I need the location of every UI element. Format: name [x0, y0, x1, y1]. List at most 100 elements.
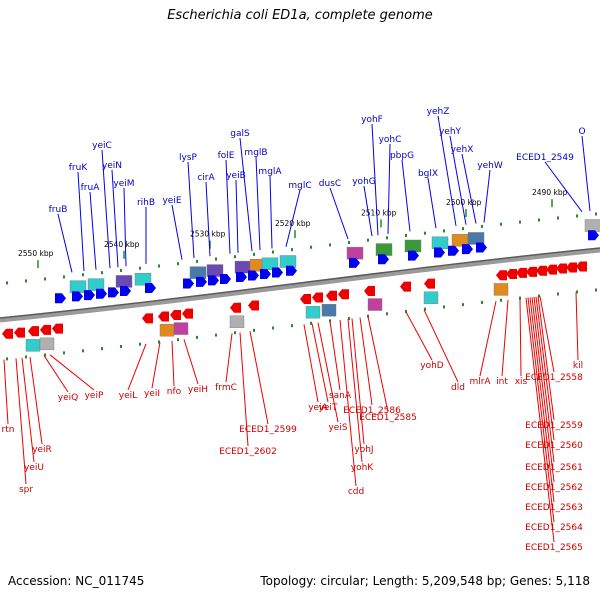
reverse-gene-label[interactable]: yohJ [354, 445, 373, 455]
reverse-feature-box[interactable] [39, 337, 55, 351]
forward-gene-arrow[interactable] [84, 290, 95, 301]
forward-gene-label[interactable]: yehY [439, 127, 462, 137]
forward-gene-arrow[interactable] [108, 287, 119, 298]
reverse-feature-box[interactable] [173, 322, 189, 335]
reverse-gene-label[interactable]: xis [515, 377, 528, 387]
forward-gene-label[interactable]: yeiC [92, 141, 112, 151]
reverse-gene-label[interactable]: yeiH [188, 385, 208, 395]
forward-gene-label[interactable]: dusC [319, 179, 341, 189]
forward-gene-label[interactable]: mglB [244, 148, 267, 158]
reverse-gene-label[interactable]: ECED1_2586 [343, 406, 401, 416]
forward-gene-arrow[interactable] [378, 254, 389, 265]
forward-gene-label[interactable]: yeiM [113, 179, 134, 189]
reverse-gene-arrow[interactable] [496, 270, 507, 281]
forward-gene-label[interactable]: yeiE [162, 196, 181, 206]
reverse-gene-arrow[interactable] [364, 286, 375, 297]
reverse-gene-label[interactable]: ECED1_2565 [525, 543, 583, 553]
reverse-gene-label[interactable]: ECED1_2558 [525, 373, 583, 383]
reverse-gene-label[interactable]: yeiP [85, 391, 104, 401]
reverse-gene-arrow[interactable] [326, 290, 337, 301]
forward-gene-arrow[interactable] [448, 245, 459, 256]
reverse-feature-box[interactable] [423, 291, 439, 304]
forward-feature-box[interactable] [431, 236, 449, 249]
reverse-gene-arrow[interactable] [400, 281, 411, 292]
reverse-gene-arrow[interactable] [536, 265, 547, 276]
reverse-gene-label[interactable]: ECED1_2560 [525, 441, 583, 451]
reverse-gene-label[interactable]: int [496, 377, 508, 387]
reverse-gene-arrow[interactable] [2, 328, 13, 339]
reverse-gene-label[interactable]: ECED1_2564 [525, 523, 583, 533]
reverse-gene-label[interactable]: dld [451, 383, 465, 393]
reverse-gene-arrow[interactable] [142, 313, 153, 324]
forward-feature-box[interactable] [584, 219, 600, 232]
forward-gene-label[interactable]: yehW [477, 161, 503, 171]
reverse-gene-label[interactable]: nfo [167, 387, 182, 397]
forward-gene-label[interactable]: O [578, 127, 585, 137]
reverse-gene-arrow[interactable] [230, 302, 241, 313]
forward-gene-label[interactable]: folE [218, 151, 235, 161]
reverse-gene-arrow[interactable] [526, 266, 537, 277]
reverse-gene-arrow[interactable] [182, 308, 193, 319]
reverse-gene-label[interactable]: sanA [329, 391, 352, 401]
reverse-gene-label[interactable]: cdd [348, 487, 364, 497]
reverse-gene-arrow[interactable] [576, 261, 587, 272]
reverse-gene-arrow[interactable] [556, 263, 567, 274]
reverse-gene-label[interactable]: yeiA [308, 403, 328, 413]
reverse-gene-arrow[interactable] [566, 262, 577, 273]
forward-feature-box[interactable] [69, 280, 87, 293]
forward-gene-arrow[interactable] [434, 247, 445, 258]
forward-gene-label[interactable]: rihB [137, 198, 155, 208]
reverse-gene-arrow[interactable] [158, 311, 169, 322]
forward-gene-label[interactable]: yohG [352, 177, 376, 187]
reverse-gene-arrow[interactable] [28, 326, 39, 337]
reverse-gene-label[interactable]: mlrA [469, 377, 491, 387]
forward-gene-label[interactable]: fruB [49, 205, 68, 215]
reverse-gene-arrow[interactable] [300, 294, 311, 304]
forward-gene-arrow[interactable] [462, 244, 473, 255]
reverse-gene-label[interactable]: ECED1_2599 [239, 425, 297, 435]
reverse-gene-arrow[interactable] [312, 292, 323, 303]
forward-feature-box[interactable] [404, 239, 422, 253]
reverse-gene-label[interactable]: ECED1_2562 [525, 483, 583, 493]
reverse-gene-arrow[interactable] [248, 300, 259, 311]
reverse-feature-box[interactable] [305, 306, 321, 319]
reverse-gene-label[interactable]: frmC [215, 383, 237, 393]
forward-feature-box[interactable] [346, 246, 364, 260]
forward-gene-label[interactable]: bglX [418, 169, 438, 179]
reverse-gene-arrow[interactable] [516, 267, 527, 278]
forward-gene-arrow[interactable] [236, 271, 247, 282]
forward-gene-label[interactable]: ECED1_2549 [516, 153, 574, 163]
forward-gene-label[interactable]: galS [230, 129, 250, 139]
reverse-gene-label[interactable]: yohK [351, 463, 375, 473]
reverse-gene-label[interactable]: kil [573, 361, 583, 371]
forward-feature-box[interactable] [134, 273, 152, 286]
forward-gene-arrow[interactable] [72, 291, 83, 302]
forward-gene-label[interactable]: yeiN [102, 161, 122, 171]
reverse-gene-label[interactable]: ECED1_2602 [219, 447, 277, 457]
forward-gene-label[interactable]: fruA [81, 183, 101, 193]
reverse-gene-label[interactable]: yeiU [24, 463, 44, 473]
reverse-gene-arrow[interactable] [506, 269, 517, 280]
forward-gene-arrow[interactable] [349, 257, 360, 268]
reverse-gene-label[interactable]: yohD [420, 361, 444, 371]
forward-gene-arrow[interactable] [476, 242, 487, 253]
reverse-gene-arrow[interactable] [170, 310, 181, 321]
forward-gene-label[interactable]: yeiB [226, 171, 246, 181]
forward-gene-arrow[interactable] [220, 273, 231, 284]
forward-feature-box[interactable] [279, 255, 297, 268]
reverse-feature-box[interactable] [159, 324, 175, 337]
reverse-gene-label[interactable]: yeiT [319, 403, 338, 413]
forward-gene-label[interactable]: cirA [197, 173, 215, 183]
forward-gene-label[interactable]: yehZ [427, 107, 450, 117]
reverse-gene-arrow[interactable] [424, 278, 435, 289]
reverse-gene-label[interactable]: ECED1_2563 [525, 503, 583, 513]
forward-gene-arrow[interactable] [55, 293, 66, 304]
reverse-gene-arrow[interactable] [546, 264, 557, 275]
reverse-gene-arrow[interactable] [14, 327, 25, 338]
forward-gene-label[interactable]: mglA [258, 167, 282, 177]
reverse-gene-label[interactable]: yeiS [328, 423, 347, 433]
forward-gene-label[interactable]: lysP [179, 153, 198, 163]
reverse-gene-label[interactable]: yeiI [144, 389, 160, 399]
reverse-gene-arrow[interactable] [40, 324, 51, 335]
